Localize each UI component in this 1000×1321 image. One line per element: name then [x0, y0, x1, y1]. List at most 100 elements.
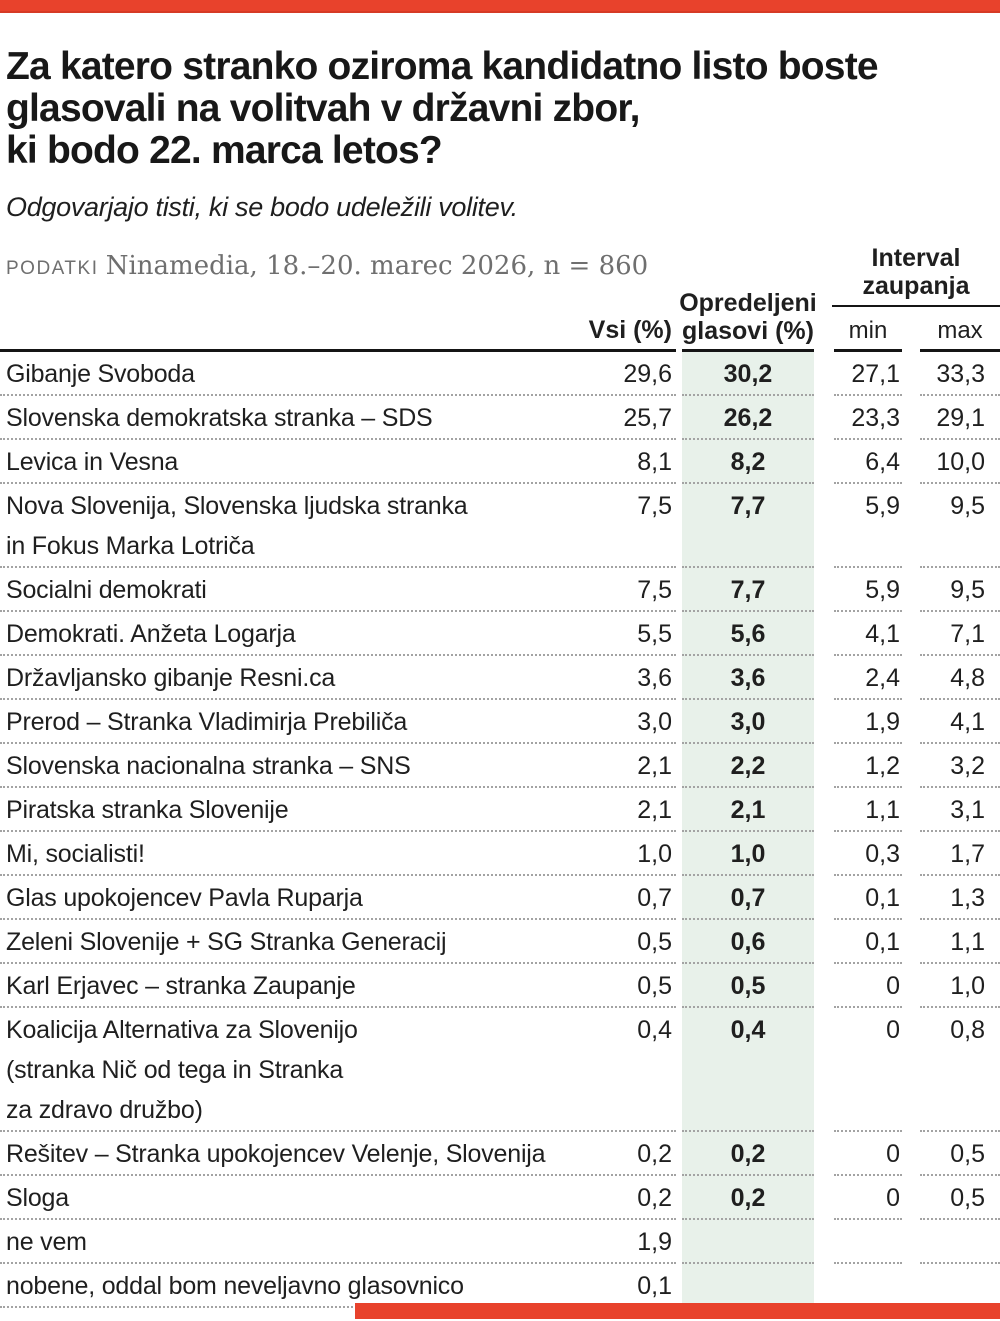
- party-name: Karl Erjavec – stranka Zaupanje: [6, 972, 356, 1000]
- party-name: Zeleni Slovenije + SG Stranka Generacij: [6, 928, 447, 956]
- value-opredeljeni: 0,7: [730, 884, 766, 912]
- value-interval-min: 0: [886, 1140, 900, 1168]
- party-name: Demokrati. Anžeta Logarja: [6, 620, 296, 648]
- value-vsi: 5,5: [637, 620, 672, 648]
- table-row: Rešitev – Stranka upokojencev Velenje, S…: [0, 1130, 1000, 1174]
- value-vsi: 2,1: [637, 796, 672, 824]
- page-subtitle: Odgovarjajo tisti, ki se bodo udeležili …: [6, 192, 518, 222]
- table-row: nobene, oddal bom neveljavno glasovnico …: [0, 1262, 1000, 1306]
- value-interval-min: 0: [886, 1016, 900, 1044]
- table-row: Demokrati. Anžeta Logarja 5,5 5,6 4,1 7,…: [0, 610, 1000, 654]
- table-row: Državljansko gibanje Resni.ca 3,6 3,6 2,…: [0, 654, 1000, 698]
- party-name: Levica in Vesna: [6, 448, 179, 476]
- value-interval-max: 1,7: [950, 840, 985, 868]
- table-row: Slovenska demokratska stranka – SDS 25,7…: [0, 394, 1000, 438]
- value-opredeljeni: 1,0: [730, 840, 766, 868]
- value-interval-min: 0,1: [865, 884, 900, 912]
- table-row: Gibanje Svoboda 29,6 30,2 27,1 33,3: [0, 352, 1000, 394]
- party-name: Slovenska nacionalna stranka – SNS: [6, 752, 411, 780]
- table-row: Nova Slovenija, Slovenska ljudska strank…: [0, 482, 1000, 566]
- source-label: PODATKI: [6, 258, 99, 279]
- table-row: Levica in Vesna 8,1 8,2 6,4 10,0: [0, 438, 1000, 482]
- value-vsi: 7,5: [637, 492, 672, 520]
- value-opredeljeni: 0,4: [730, 1016, 766, 1044]
- value-opredeljeni: 30,2: [723, 360, 773, 388]
- value-interval-min: 2,4: [865, 664, 900, 692]
- value-interval-min: 23,3: [851, 404, 900, 432]
- value-vsi: 8,1: [637, 448, 672, 476]
- table-row: Glas upokojencev Pavla Ruparja 0,7 0,7 0…: [0, 874, 1000, 918]
- value-opredeljeni: 7,7: [730, 492, 766, 520]
- value-interval-max: 3,2: [950, 752, 985, 780]
- bottom-accent-bar: [355, 1303, 1000, 1319]
- table-row: Socialni demokrati 7,5 7,7 5,9 9,5: [0, 566, 1000, 610]
- party-name: Državljansko gibanje Resni.ca: [6, 664, 336, 692]
- value-opredeljeni: 8,2: [730, 448, 766, 476]
- value-interval-min: 1,1: [865, 796, 900, 824]
- value-interval-min: 0: [886, 972, 900, 1000]
- party-name: Mi, socialisti!: [6, 840, 145, 868]
- value-interval-min: 6,4: [865, 448, 900, 476]
- value-opredeljeni: 5,6: [730, 620, 766, 648]
- value-vsi: 0,2: [637, 1184, 672, 1212]
- table-row: Koalicija Alternativa za Slovenijo (stra…: [0, 1006, 1000, 1130]
- value-interval-min: 1,2: [865, 752, 900, 780]
- table-row: ne vem 1,9: [0, 1218, 1000, 1262]
- party-name: Prerod – Stranka Vladimirja Prebiliča: [6, 708, 408, 736]
- header-underline-min: [834, 349, 902, 352]
- table-body: Gibanje Svoboda 29,6 30,2 27,1 33,3 Slov…: [0, 352, 1000, 1308]
- value-vsi: 29,6: [623, 360, 672, 388]
- top-accent-bar: [0, 0, 1000, 13]
- col-header-opredeljeni: Opredeljeni glasovi (%): [679, 289, 817, 345]
- source-value: Ninamedia, 18.–20. marec 2026, n = 860: [105, 251, 649, 281]
- header-underline-parties: [0, 349, 676, 352]
- header-underline-max: [920, 349, 1000, 352]
- value-interval-max: 9,5: [950, 576, 985, 604]
- value-opredeljeni: 2,1: [730, 796, 766, 824]
- value-interval-max: 1,0: [950, 972, 985, 1000]
- value-opredeljeni: 3,6: [730, 664, 766, 692]
- value-vsi: 3,6: [637, 664, 672, 692]
- value-opredeljeni: 0,2: [730, 1140, 766, 1168]
- party-name: nobene, oddal bom neveljavno glasovnico: [6, 1272, 464, 1300]
- value-interval-max: 0,8: [950, 1016, 985, 1044]
- value-vsi: 0,1: [637, 1272, 672, 1300]
- value-opredeljeni: 0,2: [730, 1184, 766, 1212]
- value-opredeljeni: 3,0: [730, 708, 766, 736]
- value-vsi: 0,5: [637, 972, 672, 1000]
- value-interval-max: 1,1: [950, 928, 985, 956]
- party-name: Koalicija Alternativa za Slovenijo (stra…: [6, 1016, 358, 1124]
- value-interval-min: 1,9: [865, 708, 900, 736]
- party-name: ne vem: [6, 1228, 87, 1256]
- value-vsi: 3,0: [637, 708, 672, 736]
- party-name: Slovenska demokratska stranka – SDS: [6, 404, 433, 432]
- value-vsi: 0,4: [637, 1016, 672, 1044]
- value-interval-min: 0: [886, 1184, 900, 1212]
- value-vsi: 0,2: [637, 1140, 672, 1168]
- col-header-max: max: [937, 317, 983, 344]
- table-header: PODATKI Ninamedia, 18.–20. marec 2026, n…: [0, 244, 1000, 352]
- value-opredeljeni: 7,7: [730, 576, 766, 604]
- value-vsi: 7,5: [637, 576, 672, 604]
- value-vsi: 2,1: [637, 752, 672, 780]
- value-opredeljeni: 26,2: [723, 404, 773, 432]
- col-header-interval: Interval zaupanja: [832, 244, 1000, 307]
- party-name: Piratska stranka Slovenije: [6, 796, 289, 824]
- value-interval-max: 10,0: [936, 448, 985, 476]
- value-interval-min: 4,1: [865, 620, 900, 648]
- value-interval-max: 33,3: [936, 360, 985, 388]
- value-interval-min: 5,9: [865, 492, 900, 520]
- value-interval-max: 7,1: [950, 620, 985, 648]
- party-name: Glas upokojencev Pavla Ruparja: [6, 884, 363, 912]
- value-interval-max: 0,5: [950, 1140, 985, 1168]
- party-name: Sloga: [6, 1184, 69, 1212]
- value-interval-min: 0,3: [865, 840, 900, 868]
- table-row: Mi, socialisti! 1,0 1,0 0,3 1,7: [0, 830, 1000, 874]
- page-title: Za katero stranko oziroma kandidatno lis…: [6, 45, 879, 172]
- value-vsi: 25,7: [623, 404, 672, 432]
- table-row: Karl Erjavec – stranka Zaupanje 0,5 0,5 …: [0, 962, 1000, 1006]
- value-interval-max: 4,1: [950, 708, 985, 736]
- value-interval-max: 0,5: [950, 1184, 985, 1212]
- value-interval-max: 3,1: [950, 796, 985, 824]
- party-name: Gibanje Svoboda: [6, 360, 195, 388]
